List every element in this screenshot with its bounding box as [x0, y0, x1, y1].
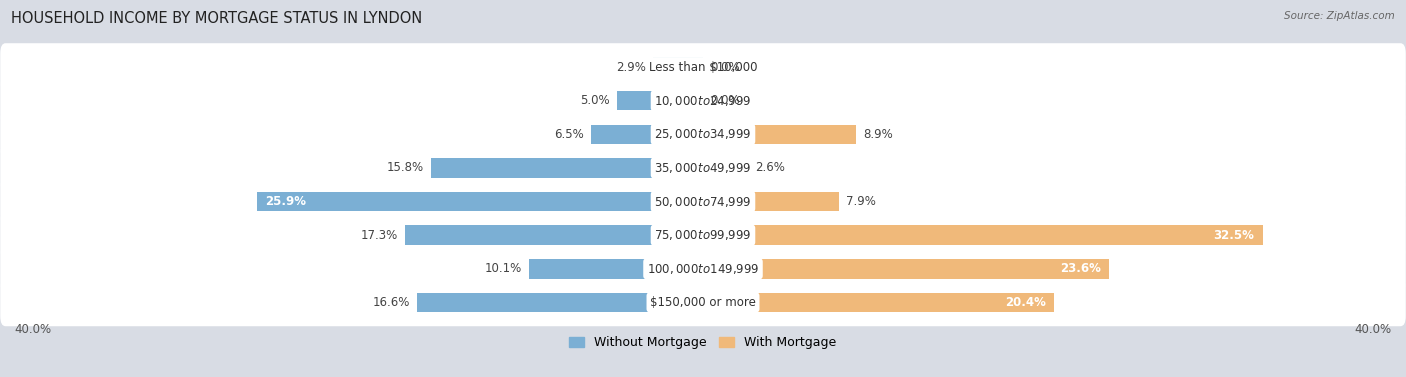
Text: 32.5%: 32.5% — [1213, 228, 1254, 242]
Text: $50,000 to $74,999: $50,000 to $74,999 — [654, 195, 752, 208]
Bar — [418, 293, 703, 312]
Text: $10,000 to $24,999: $10,000 to $24,999 — [654, 94, 752, 108]
Text: $75,000 to $99,999: $75,000 to $99,999 — [654, 228, 752, 242]
Bar — [703, 192, 839, 211]
Bar — [703, 259, 1109, 279]
FancyBboxPatch shape — [0, 178, 1406, 225]
Bar — [703, 293, 1054, 312]
Text: 2.9%: 2.9% — [616, 61, 647, 74]
FancyBboxPatch shape — [0, 144, 1406, 192]
Text: 0.0%: 0.0% — [710, 61, 740, 74]
Bar — [703, 124, 856, 144]
Text: 20.4%: 20.4% — [1005, 296, 1046, 309]
Bar — [257, 192, 703, 211]
Text: 23.6%: 23.6% — [1060, 262, 1101, 275]
Bar — [430, 158, 703, 178]
Text: 8.9%: 8.9% — [863, 128, 893, 141]
Bar — [529, 259, 703, 279]
FancyBboxPatch shape — [0, 110, 1406, 158]
Bar — [703, 225, 1263, 245]
Text: 7.9%: 7.9% — [846, 195, 876, 208]
Text: 2.6%: 2.6% — [755, 161, 785, 175]
Text: Source: ZipAtlas.com: Source: ZipAtlas.com — [1284, 11, 1395, 21]
Text: 40.0%: 40.0% — [1355, 323, 1392, 336]
FancyBboxPatch shape — [0, 43, 1406, 91]
Text: Less than $10,000: Less than $10,000 — [648, 61, 758, 74]
Text: 0.0%: 0.0% — [710, 94, 740, 107]
Text: $100,000 to $149,999: $100,000 to $149,999 — [647, 262, 759, 276]
FancyBboxPatch shape — [0, 245, 1406, 293]
Text: 6.5%: 6.5% — [554, 128, 583, 141]
Text: 17.3%: 17.3% — [361, 228, 398, 242]
FancyBboxPatch shape — [0, 211, 1406, 259]
Text: HOUSEHOLD INCOME BY MORTGAGE STATUS IN LYNDON: HOUSEHOLD INCOME BY MORTGAGE STATUS IN L… — [11, 11, 422, 26]
Text: 5.0%: 5.0% — [581, 94, 610, 107]
Bar — [617, 91, 703, 110]
Text: 15.8%: 15.8% — [387, 161, 425, 175]
Bar — [703, 158, 748, 178]
Text: $150,000 or more: $150,000 or more — [650, 296, 756, 309]
Bar — [591, 124, 703, 144]
Text: 40.0%: 40.0% — [14, 323, 51, 336]
FancyBboxPatch shape — [0, 279, 1406, 326]
Bar — [405, 225, 703, 245]
Text: 10.1%: 10.1% — [485, 262, 522, 275]
FancyBboxPatch shape — [0, 77, 1406, 124]
Text: $25,000 to $34,999: $25,000 to $34,999 — [654, 127, 752, 141]
Text: 16.6%: 16.6% — [373, 296, 411, 309]
Legend: Without Mortgage, With Mortgage: Without Mortgage, With Mortgage — [564, 331, 842, 354]
Text: 25.9%: 25.9% — [266, 195, 307, 208]
Bar — [652, 57, 703, 77]
Text: $35,000 to $49,999: $35,000 to $49,999 — [654, 161, 752, 175]
